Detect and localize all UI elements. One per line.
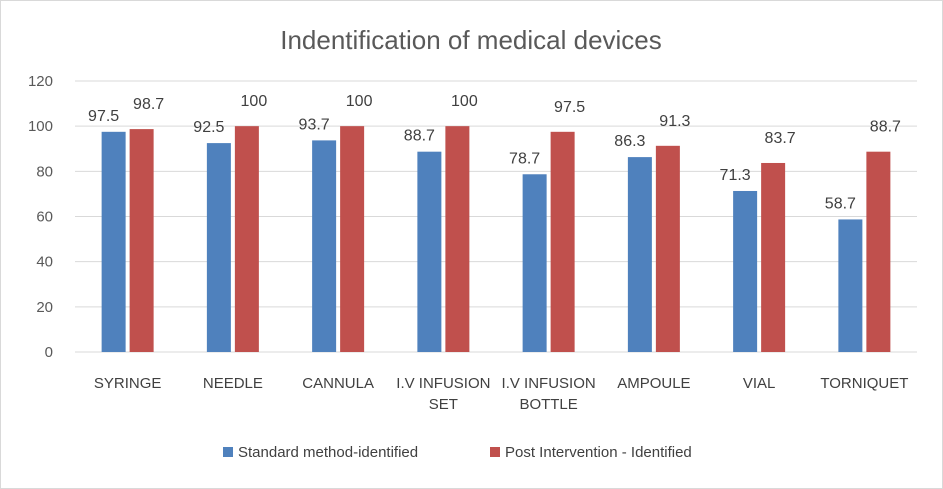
bar-post-intervention <box>761 162 786 352</box>
bar-standard <box>522 174 547 352</box>
x-axis-categories: SYRINGE NEEDLE CANNULA I.V INFUSION SET I.V I… <box>94 375 909 413</box>
data-label: 71.3 <box>720 167 751 184</box>
data-label: 58.7 <box>825 195 856 212</box>
data-label: 91.3 <box>659 113 690 130</box>
x-category-label: I.V INFUSION BOTTLE <box>502 375 596 413</box>
data-label: 100 <box>346 93 373 110</box>
y-tick-label: 20 <box>36 299 53 316</box>
data-label: 93.7 <box>299 116 330 133</box>
legend-swatch <box>223 447 233 457</box>
data-label: 97.5 <box>88 108 119 125</box>
x-category-label: I.V INFUSION SET <box>396 375 490 413</box>
data-label: 78.7 <box>509 150 540 167</box>
bar-standard <box>312 140 337 352</box>
x-category-label: CANNULA <box>302 375 374 392</box>
data-label: 100 <box>241 93 268 110</box>
bar-standard <box>417 151 442 352</box>
bar-standard <box>838 219 863 352</box>
legend: Standard method-identified Post Intervent… <box>223 444 692 461</box>
y-tick-label: 40 <box>36 254 53 271</box>
legend-label: Standard method-identified <box>238 444 418 461</box>
bar-standard <box>627 157 652 352</box>
y-tick-label: 80 <box>36 163 53 180</box>
x-category-label: SYRINGE <box>94 375 162 392</box>
data-label: 100 <box>451 93 478 110</box>
bar-standard <box>206 143 231 352</box>
legend-label: Post Intervention - Identified <box>505 444 692 461</box>
y-tick-label: 120 <box>28 73 53 90</box>
data-label: 88.7 <box>404 128 435 145</box>
y-tick-label: 100 <box>28 118 53 135</box>
bar-post-intervention <box>550 131 575 352</box>
data-label: 83.7 <box>765 130 796 147</box>
chart-title: Indentification of medical devices <box>280 25 662 55</box>
bar-post-intervention <box>655 145 680 352</box>
x-category-label: NEEDLE <box>203 375 263 392</box>
bar-standard <box>101 131 126 352</box>
y-tick-label: 0 <box>45 344 53 361</box>
x-category-label: TORNIQUET <box>820 375 908 392</box>
legend-swatch <box>490 447 500 457</box>
bar-standard <box>733 190 758 352</box>
y-axis-ticks: 0 20 40 60 80 100 120 <box>28 73 53 361</box>
data-label: 92.5 <box>193 119 224 136</box>
x-category-label: VIAL <box>743 375 776 392</box>
data-label: 98.7 <box>133 96 164 113</box>
bar-post-intervention <box>129 129 154 352</box>
x-category-label: AMPOULE <box>617 375 690 392</box>
bar-post-intervention <box>866 151 891 352</box>
bar-post-intervention <box>445 126 470 353</box>
y-tick-label: 60 <box>36 209 53 226</box>
data-labels: 97.5 98.7 92.5 100 93.7 100 88.7 100 78.7 97.5 86.… <box>88 93 901 212</box>
data-label: 86.3 <box>614 133 645 150</box>
bars <box>101 126 891 353</box>
data-label: 88.7 <box>870 119 901 136</box>
bar-post-intervention <box>234 126 259 353</box>
data-label: 97.5 <box>554 99 585 116</box>
bar-post-intervention <box>340 126 365 353</box>
